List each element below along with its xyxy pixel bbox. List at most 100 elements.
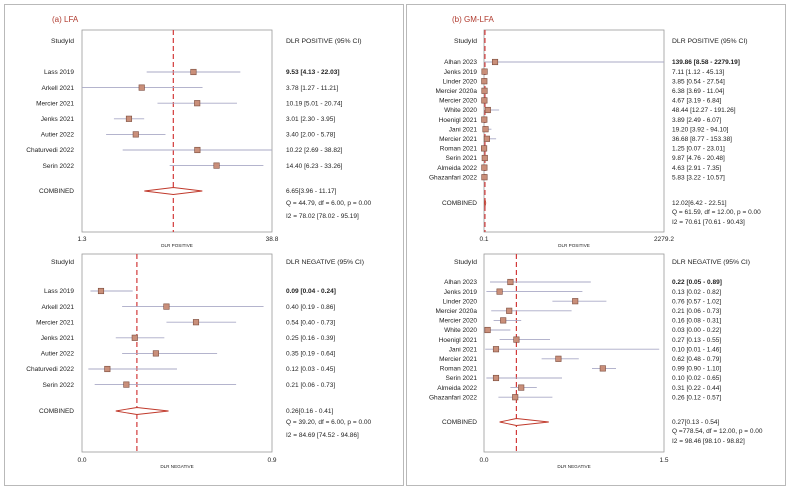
plot2-xtick-label: 0.1 <box>479 236 488 243</box>
plot2-point-marker <box>491 58 499 66</box>
plot1-ci-text: 0.35 [0.19 - 0.64] <box>286 351 335 358</box>
plot3-point-marker <box>492 374 500 382</box>
plot2-study-label: Linder 2020 <box>443 78 478 85</box>
plot0-study-label: Lass 2019 <box>44 69 74 76</box>
plot3-study-label: Roman 2021 <box>440 366 478 373</box>
plot3-ci-text: 0.10 [0.01 - 1.46] <box>672 346 721 353</box>
plot3-combined-label: COMBINED <box>442 419 477 426</box>
plot1-ci-text: 0.54 [0.40 - 0.73] <box>286 319 335 326</box>
plot0-study-label: Jenks 2021 <box>41 116 75 123</box>
plot2-ci-text: 9.87 [4.76 - 20.48] <box>672 155 725 162</box>
plot2-point-marker <box>481 97 488 104</box>
plot1-study-label: Chaturvedi 2022 <box>26 366 74 373</box>
plot0-combined-diamond <box>144 187 203 195</box>
plot0-ci-text: 3.78 [1.27 - 11.21] <box>286 85 338 92</box>
plot2-ci-text: 36.68 [8.77 - 153.38] <box>672 136 732 143</box>
plot3-combined-ci-text: 0.27[0.13 - 0.54] <box>672 419 720 426</box>
plot1-axis-label: DLR NEGATIVE <box>160 464 193 469</box>
plot3-ci-text: 0.26 [0.12 - 0.57] <box>672 394 721 401</box>
plot1-xtick-label: 0.0 <box>77 457 86 464</box>
plot0-point-marker <box>194 146 201 154</box>
plot3-header-studyid: StudyId <box>454 259 477 266</box>
plot0-study-label: Mercier 2021 <box>36 100 74 107</box>
plot1-study-label: Arkell 2021 <box>41 304 74 311</box>
plot2-study-label: Jenks 2019 <box>444 69 478 76</box>
plot3-point-marker <box>555 355 562 362</box>
plot1-point-marker <box>192 319 200 326</box>
plot2-ci-text: 48.44 [12.27 - 191.26] <box>672 107 736 114</box>
plot2-ci-text: 3.85 [0.54 - 27.54] <box>672 78 725 85</box>
plot3-point-marker <box>484 326 491 334</box>
plot0-combined-label: COMBINED <box>39 188 74 195</box>
plot2-xtick-label: 2279.2 <box>654 236 674 243</box>
plot3-header-ci: DLR NEGATIVE (95% CI) <box>672 259 750 266</box>
plot2-study-label: Jani 2021 <box>449 126 478 133</box>
plot3-point-marker <box>572 298 579 305</box>
plot2-point-marker <box>481 154 488 162</box>
plot3-ci-text: 0.99 [0.90 - 1.10] <box>672 366 721 373</box>
plot3-combined-diamond <box>499 418 549 426</box>
plot2-ci-text: 4.67 [3.19 - 6.84] <box>672 98 721 105</box>
plot0-ci-text: 3.40 [2.00 - 5.78] <box>286 132 335 139</box>
plot0-header-studyid: StudyId <box>51 38 74 45</box>
plot2-frame <box>483 29 665 233</box>
plot1-ci-text: 0.40 [0.19 - 0.86] <box>286 304 335 311</box>
plot2-point-marker <box>483 135 490 142</box>
plot0-study-label: Arkell 2021 <box>41 85 74 92</box>
plot3-study-label: Linder 2020 <box>443 298 478 305</box>
plot3-ci-text: 0.27 [0.13 - 0.55] <box>672 337 721 344</box>
plot3-study-label: Ghazanfari 2022 <box>429 394 477 401</box>
plot3-point-marker <box>500 317 507 324</box>
plot0-point-marker <box>213 162 220 169</box>
plot3-point-marker <box>518 384 525 391</box>
plot1-ci-text: 0.12 [0.03 - 0.45] <box>286 366 335 373</box>
plot1-combined-label: COMBINED <box>39 408 74 415</box>
plot3-axis-label: DLR NEGATIVE <box>557 464 590 469</box>
plot0-xtick-label: 38.8 <box>266 236 279 243</box>
panel-title-lfa: (a) LFA <box>52 15 79 24</box>
plot3-study-label: Mercier 2021 <box>439 356 477 363</box>
plot2-axis-label: DLR POSITIVE <box>558 243 590 248</box>
plot2-study-label: Hoenigl 2021 <box>439 117 478 124</box>
plot3-ci-text: 0.76 [0.57 - 1.02] <box>672 298 721 305</box>
plot1-ci-text: 0.21 [0.06 - 0.73] <box>286 382 335 389</box>
plot0-ci-text: 9.53 [4.13 - 22.03] <box>286 69 339 76</box>
plot1-frame <box>81 253 273 453</box>
plot3-frame <box>483 253 665 453</box>
plot3-study-label: Jenks 2019 <box>444 289 478 296</box>
plot0-ci-text: 10.19 [5.01 - 20.74] <box>286 100 343 107</box>
plot1-combined-diamond <box>115 407 169 415</box>
plot1-ci-text: 0.09 [0.04 - 0.24] <box>286 288 336 295</box>
plot3-point-marker <box>496 288 503 295</box>
panel-gm-lfa <box>406 4 786 486</box>
plot0-study-label: Chaturvedi 2022 <box>26 147 74 154</box>
plot1-point-marker <box>152 350 159 357</box>
plot3-study-label: Mercier 2020a <box>435 308 477 315</box>
plot2-heterogeneity-stat: I2 = 70.61 [70.61 - 90.43] <box>672 219 745 226</box>
plot0-axis-label: DLR POSITIVE <box>161 243 193 248</box>
plot3-study-label: Alhan 2023 <box>444 279 477 286</box>
plot2-ci-text: 4.63 [2.91 - 7.35] <box>672 165 721 172</box>
plot0-frame <box>81 29 273 233</box>
plot3-study-label: Almeida 2022 <box>437 385 477 392</box>
plot3-ci-text: 0.62 [0.48 - 0.79] <box>672 356 721 363</box>
plot3-point-marker <box>513 336 520 343</box>
plot1-xtick-label: 0.9 <box>267 457 276 464</box>
plot3-point-marker <box>506 307 513 314</box>
plot2-point-marker <box>481 78 488 85</box>
plot2-combined-ci-text: 12.02[6.42 - 22.51] <box>672 200 727 207</box>
plot3-heterogeneity-stat: Q =778.54, df = 12.00, p = 0.00 <box>672 428 763 435</box>
plot1-heterogeneity-stat: I2 = 84.69 [74.52 - 94.86] <box>286 432 359 439</box>
plot0-xtick-label: 1.3 <box>77 236 86 243</box>
plot2-combined-diamond <box>484 199 487 207</box>
plot1-header-ci: DLR NEGATIVE (95% CI) <box>286 259 364 266</box>
plot3-ci-text: 0.22 [0.05 - 0.89] <box>672 279 722 286</box>
plot2-point-marker <box>482 126 489 133</box>
plot1-heterogeneity-stat: Q = 39.20, df = 6.00, p = 0.00 <box>286 419 371 426</box>
plot3-ci-text: 0.16 [0.08 - 0.31] <box>672 318 721 325</box>
plot2-ci-text: 19.20 [3.92 - 94.10] <box>672 126 729 133</box>
plot2-combined-label: COMBINED <box>442 200 477 207</box>
plot3-point-marker <box>492 346 500 353</box>
plot2-study-label: Serin 2021 <box>446 155 478 162</box>
plot2-header-ci: DLR POSITIVE (95% CI) <box>672 38 748 45</box>
